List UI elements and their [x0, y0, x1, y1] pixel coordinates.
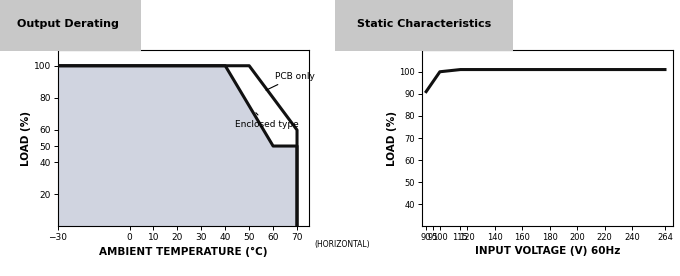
X-axis label: INPUT VOLTAGE (V) 60Hz: INPUT VOLTAGE (V) 60Hz — [475, 246, 620, 256]
Text: Enclosed type: Enclosed type — [235, 113, 299, 129]
Polygon shape — [58, 66, 297, 226]
Text: Output Derating: Output Derating — [17, 19, 119, 29]
Text: ■: ■ — [343, 19, 354, 29]
Text: (HORIZONTAL): (HORIZONTAL) — [314, 240, 370, 249]
Text: Static Characteristics: Static Characteristics — [357, 19, 491, 29]
Y-axis label: LOAD (%): LOAD (%) — [386, 110, 396, 166]
Text: PCB only: PCB only — [266, 71, 316, 90]
Y-axis label: LOAD (%): LOAD (%) — [21, 110, 31, 166]
X-axis label: AMBIENT TEMPERATURE (°C): AMBIENT TEMPERATURE (°C) — [99, 246, 268, 256]
Text: ■: ■ — [3, 19, 14, 29]
